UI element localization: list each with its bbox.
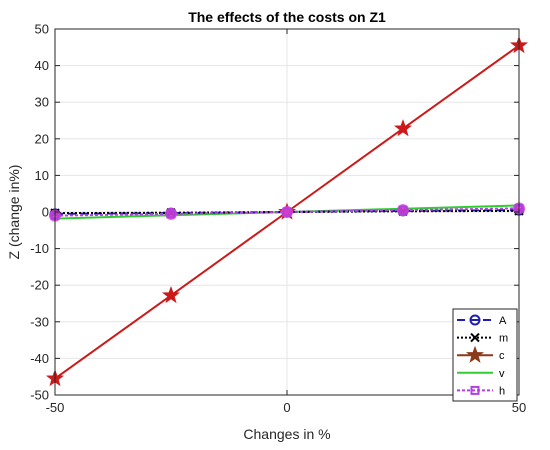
legend-label-v: v bbox=[499, 368, 505, 380]
y-tick-label: -10 bbox=[30, 241, 49, 256]
y-tick-label: 20 bbox=[35, 131, 49, 146]
chart-title: The effects of the costs on Z1 bbox=[188, 9, 386, 25]
y-tick-label: 0 bbox=[42, 205, 49, 220]
legend-marker-c bbox=[465, 345, 485, 363]
x-tick-label: 0 bbox=[283, 400, 290, 415]
marker-h bbox=[282, 207, 292, 217]
y-tick-label: -50 bbox=[30, 388, 49, 403]
legend-label-A: A bbox=[499, 315, 507, 327]
y-tick-label: -30 bbox=[30, 314, 49, 329]
legend-label-c: c bbox=[499, 350, 505, 362]
marker-h bbox=[166, 209, 176, 219]
legend-marker-h bbox=[470, 385, 480, 395]
marker-c bbox=[393, 119, 413, 137]
y-axis-label: Z (change in%) bbox=[6, 165, 22, 260]
x-tick-label: -50 bbox=[46, 400, 65, 415]
y-tick-label: 10 bbox=[35, 168, 49, 183]
legend-label-m: m bbox=[499, 333, 508, 345]
marker-c bbox=[161, 285, 181, 304]
y-tick-label: 30 bbox=[35, 95, 49, 110]
y-tick-label: 50 bbox=[35, 22, 49, 37]
y-tick-label: 40 bbox=[35, 58, 49, 73]
y-tick-label: -40 bbox=[30, 351, 49, 366]
x-tick-label: 50 bbox=[512, 400, 526, 415]
axis-ticks: -50 -40 -30 -20 -10 0 10 20 30 40 50 -50 0 50 bbox=[30, 22, 526, 416]
legend-marker-m bbox=[470, 332, 480, 343]
x-axis-label: Changes in % bbox=[243, 426, 330, 442]
y-tick-label: -20 bbox=[30, 278, 49, 293]
legend-label-h: h bbox=[499, 385, 505, 397]
marker-h bbox=[398, 205, 408, 215]
